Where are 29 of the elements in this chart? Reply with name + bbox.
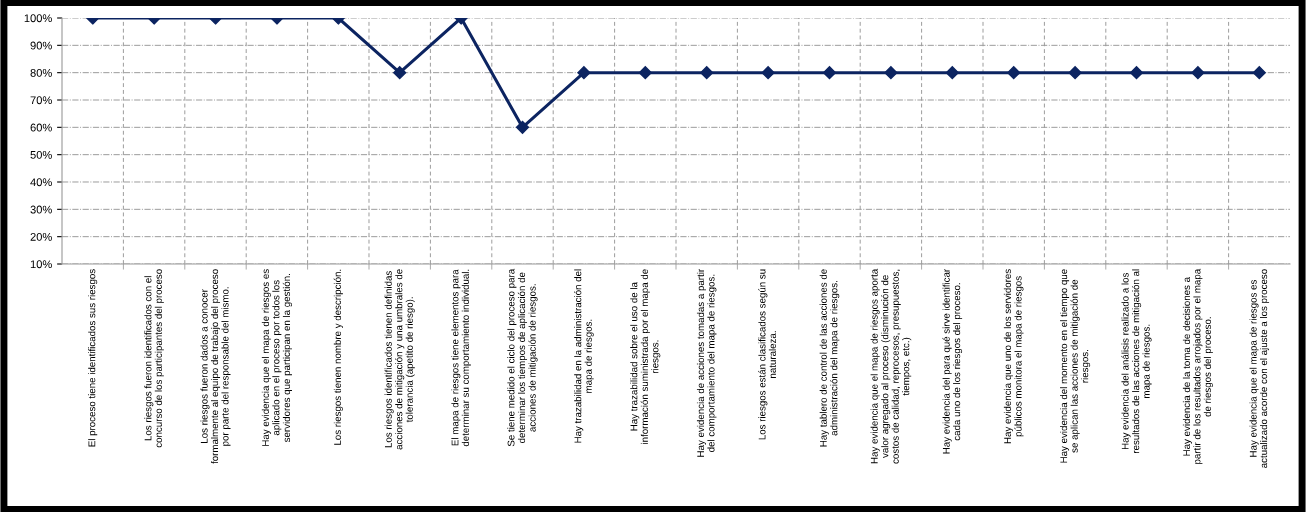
x-tick-label: Hay evidencia que el mapa de riesgos es actualizado acorde con el ajuste a los proceso bbox=[1249, 269, 1270, 468]
y-tick-label: 60% bbox=[30, 123, 52, 132]
y-tick-label: 30% bbox=[30, 205, 52, 214]
x-tick-label: Los riesgos están clasificados según su naturaleza. bbox=[758, 269, 776, 440]
y-tick-label: 70% bbox=[30, 96, 52, 105]
y-tick-label: 90% bbox=[30, 41, 52, 50]
y-tick-label: 80% bbox=[30, 68, 52, 77]
x-tick-label: El proceso tiene identificados sus riesgos bbox=[88, 269, 98, 447]
x-tick-label: Los riesgos tienen nombre y descripción. bbox=[333, 269, 343, 445]
x-tick-label: Hay tablero de control de las acciones de administración del mapa de riesgos. bbox=[819, 269, 840, 447]
x-tick-label: Se tiene medido el ciclo del proceso para determinar los tiempos de aplicación de acciones de mitigación de riesgos. bbox=[507, 268, 538, 447]
x-tick-label: Los riesgos fueron identificados con el concurso de los participantes del proceso bbox=[144, 269, 164, 448]
y-tick-label: 100% bbox=[24, 14, 52, 23]
y-tick-label: 20% bbox=[30, 232, 52, 241]
x-tick-label: Hay trazabilidad en la administración del mapa de riesgos. bbox=[574, 269, 594, 443]
x-tick-label: El mapa de riesgos tiene elementos para determinar su comportamiento individual. bbox=[451, 269, 471, 447]
x-tick-label: Hay evidencia que el mapa de riesgos aporta valor agregado al proceso (disminución de costos de calidad, reprocesos, presupuestos, tiempos, etc.) bbox=[870, 268, 912, 464]
x-tick-label: Hay evidencia del momento en el tiempo que se aplican las acciones de mitigación de riesgos. bbox=[1060, 269, 1091, 463]
x-tick-label: Hay trazabilidad sobre el uso de la información suministrada por el mapa de riesgos. bbox=[630, 269, 661, 444]
x-tick-label: Hay evidencia del para qué sirve identificar cada uno de los riesgos del proceso. bbox=[942, 269, 963, 454]
x-tick-label: Hay evidencia de acciones tomadas a partir del comportamiento del mapa de riesgos. bbox=[696, 269, 717, 457]
x-tick-label: Hay evidencia de la toma de decisiones a partir de los resultados arrojados por el mapa de riesgos del proceso. bbox=[1182, 268, 1213, 464]
x-tick-label: Hay evidencia que el mapa de riesgos es aplicado en el proceso por todos los servidores que participan en la gestión. bbox=[261, 269, 292, 446]
x-tick-label: Los riesgos identificados tienen definidas acciones de mitigación y una umbrales de tolerancia (apetito de riesgo). bbox=[384, 269, 415, 450]
x-tick-label: Hay evidencia del análisis realizado a los resultados de las acciones de mitigación al mapa de riesgos. bbox=[1121, 269, 1152, 454]
y-tick-label: 50% bbox=[30, 150, 52, 159]
x-tick-label: Los riesgos fueron dados a conocer formalmente al equipo de trabajo del proceso por parte del responsable del mismo. bbox=[200, 269, 231, 464]
y-tick-label: 40% bbox=[30, 178, 52, 187]
y-tick-label: 10% bbox=[30, 260, 52, 269]
